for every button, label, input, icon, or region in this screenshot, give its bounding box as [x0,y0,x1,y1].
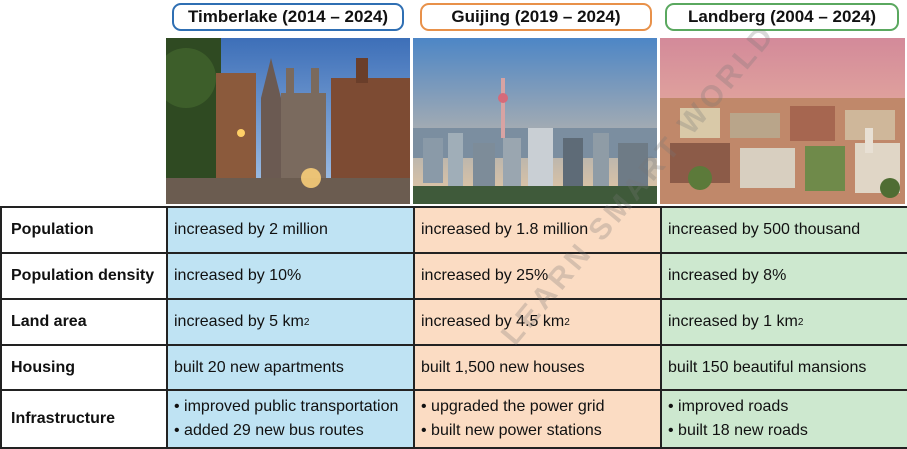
value-cell: built 1,500 new houses [413,344,662,391]
header-guijing: Guijing (2019 – 2024) [420,3,652,31]
row-label: Population density [0,252,168,300]
bullet-item: • improved public transportation [174,398,399,415]
photo-guijing [413,38,657,204]
bullet-item: • improved roads [668,398,789,415]
photo-timberlake [166,38,410,204]
value-cell: increased by 4.5 km 2 [413,298,662,346]
value-cell: built 20 new apartments [166,344,415,391]
header-landberg: Landberg (2004 – 2024) [665,3,899,31]
value-text: increased by 1.8 million [421,221,589,238]
value-cell: increased by 500 thousand [660,206,907,254]
value-cell: increased by 1 km 2 [660,298,907,346]
value-text: built 1,500 new houses [421,358,585,376]
value-cell: increased by 8% [660,252,907,300]
value-text: increased by 500 thousand [668,221,861,238]
row-label: Infrastructure [0,389,168,449]
value-cell: increased by 2 million [166,206,415,254]
bullet-item: • upgraded the power grid [421,398,605,415]
unit-superscript: 2 [303,316,310,328]
row-label: Population [0,206,168,254]
value-text: increased by 2 million [174,221,328,238]
unit-superscript: 2 [797,316,804,328]
bullet-item: • built 18 new roads [668,422,808,439]
value-cell: increased by 25% [413,252,662,300]
value-cell: increased by 1.8 million [413,206,662,254]
unit-superscript: 2 [564,316,570,328]
value-text: increased by 4.5 km [421,313,565,330]
bullet-item: • built new power stations [421,422,602,439]
value-text: increased by 8% [668,267,787,284]
photo-landberg [660,38,905,204]
comparison-table: Population increased by 2 million increase… [0,206,907,449]
value-text: increased by 5 km [174,313,304,330]
value-cell: increased by 5 km 2 [166,298,415,346]
header-timberlake: Timberlake (2014 – 2024) [172,3,404,31]
value-text: built 20 new apartments [174,358,344,376]
value-text: increased by 1 km [668,313,798,330]
value-text: built 150 beautiful mansions [668,358,867,376]
infrastructure-cell: • upgraded the power grid • built new pow… [413,389,662,449]
row-label: Land area [0,298,168,346]
row-label: Housing [0,344,168,391]
value-cell: increased by 10% [166,252,415,300]
value-text: increased by 25% [421,267,549,284]
infrastructure-cell: • improved public transportation • added … [166,389,415,449]
value-cell: built 150 beautiful mansions [660,344,907,391]
infrastructure-cell: • improved roads • built 18 new roads [660,389,907,449]
value-text: increased by 10% [174,267,302,284]
bullet-item: • added 29 new bus routes [174,422,364,439]
